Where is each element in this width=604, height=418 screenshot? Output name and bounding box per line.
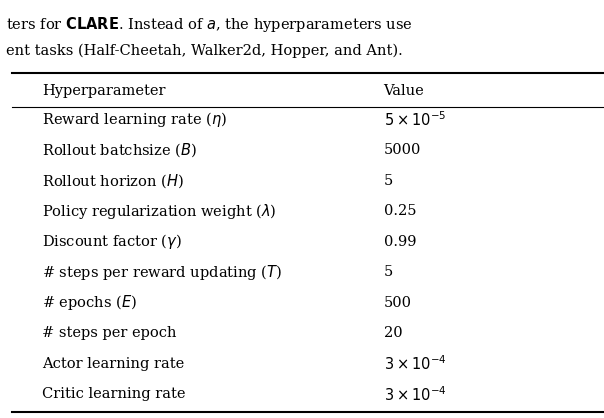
Text: # steps per epoch: # steps per epoch	[42, 326, 177, 340]
Text: Rollout batchsize ($B$): Rollout batchsize ($B$)	[42, 141, 198, 159]
Text: Policy regularization weight ($\lambda$): Policy regularization weight ($\lambda$)	[42, 202, 277, 221]
Text: 0.25: 0.25	[384, 204, 416, 218]
Text: 5: 5	[384, 174, 393, 188]
Text: Value: Value	[384, 84, 424, 97]
Text: 20: 20	[384, 326, 402, 340]
Text: Reward learning rate ($\eta$): Reward learning rate ($\eta$)	[42, 110, 227, 129]
Text: # steps per reward updating ($T$): # steps per reward updating ($T$)	[42, 263, 283, 282]
Text: Critic learning rate: Critic learning rate	[42, 387, 186, 401]
Text: 500: 500	[384, 296, 411, 310]
Text: ent tasks (Half-Cheetah, Walker2d, Hopper, and Ant).: ent tasks (Half-Cheetah, Walker2d, Hoppe…	[6, 44, 403, 58]
Text: Hyperparameter: Hyperparameter	[42, 84, 165, 97]
Text: # epochs ($E$): # epochs ($E$)	[42, 293, 137, 312]
Text: ters for $\bf{CLARE}$. Instead of $a$, the hyperparameters use: ters for $\bf{CLARE}$. Instead of $a$, t…	[6, 15, 413, 33]
Text: $3 \times 10^{-4}$: $3 \times 10^{-4}$	[384, 385, 446, 404]
Text: Discount factor ($\gamma$): Discount factor ($\gamma$)	[42, 232, 182, 251]
Text: 0.99: 0.99	[384, 235, 416, 249]
Text: Rollout horizon ($H$): Rollout horizon ($H$)	[42, 172, 184, 190]
Text: Actor learning rate: Actor learning rate	[42, 357, 185, 371]
Text: $3 \times 10^{-4}$: $3 \times 10^{-4}$	[384, 354, 446, 373]
Text: 5000: 5000	[384, 143, 421, 157]
Text: $5 \times 10^{-5}$: $5 \times 10^{-5}$	[384, 110, 446, 129]
Text: 5: 5	[384, 265, 393, 279]
